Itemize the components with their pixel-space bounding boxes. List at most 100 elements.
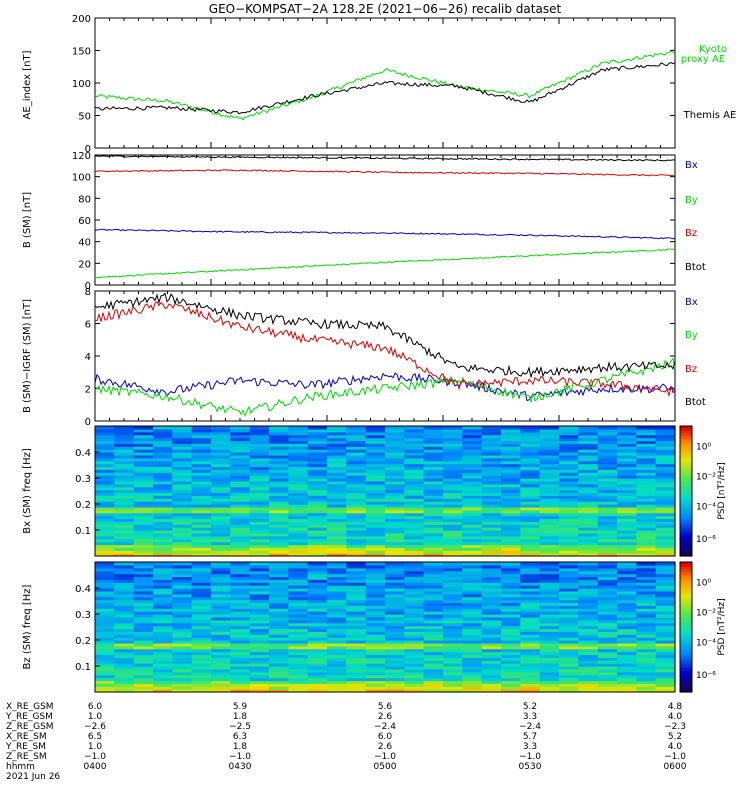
colorbar-cell [680,640,692,643]
spectrogram-cell [346,625,367,630]
spectrogram-cell [288,509,309,514]
spectrogram-cell [269,683,289,687]
ephemeris-value: 0600 [664,762,687,772]
spectrogram-cell [520,506,541,511]
spectrogram-cell [365,614,386,618]
spectrogram-cell [636,475,657,479]
spectrogram-cell [307,573,328,578]
spectrogram-cell [385,466,405,470]
spectrogram-cell [172,576,193,580]
spectrogram-cell [172,582,193,586]
spectrogram-cell [288,593,309,598]
spectrogram-cell [520,440,541,444]
spectrogram-cell [269,642,289,647]
spectrogram-cell [501,498,521,502]
spectrogram-cell [114,619,135,624]
spectrogram-cell [172,452,193,456]
spectrogram-cell [230,660,251,664]
spectrogram-cell [211,668,231,673]
spectrogram-cell [327,645,347,650]
spectrogram-cell [230,480,251,485]
spectrogram-cell [636,680,657,684]
spectrogram-cell [636,454,657,459]
spectrogram-cell [559,689,579,693]
spectrogram-cell [443,642,463,647]
spectrogram-cell [520,449,541,453]
spectrogram-cell [481,454,502,459]
spectrogram-cell [481,631,502,635]
spectrogram-cell [288,588,309,592]
spectrogram-cell [230,616,251,621]
spectrogram-cell [655,454,676,459]
spectrogram-cell [443,489,463,494]
spectrogram-cell [191,689,212,693]
spectrogram-cell [172,663,193,667]
spectrogram-cell [153,504,173,508]
spectrogram-cell [95,469,115,473]
spectrogram-cell [597,576,618,580]
spectrogram-cell [481,475,502,479]
spectrogram-cell [211,506,231,511]
spectrogram-cell [520,602,541,606]
spectrogram-cell [191,509,212,514]
spectrogram-cell [443,475,463,479]
spectrogram-cell [462,501,483,505]
spectrogram-cell [307,605,328,609]
spectrogram-cell [578,457,599,462]
spectrogram-cell [559,443,579,447]
spectrogram-cell [153,686,173,690]
spectrogram-cell [172,550,193,554]
spectrogram-cell [443,616,463,621]
spectrogram-cell [617,674,637,679]
spectrogram-cell [211,486,231,491]
spectrogram-cell [501,651,521,656]
spectrogram-cell [597,628,618,632]
spectrogram-cell [327,582,347,586]
spectrogram-cell [462,492,483,496]
spectrogram-cell [617,585,637,589]
spectrogram-cell [520,677,541,682]
spectrogram-cell [191,579,212,583]
spectrogram-cell [307,426,328,430]
spectrogram-cell [191,637,212,641]
spectrogram-cell [95,631,115,635]
spectrogram-cell [153,478,173,482]
spectrogram-cell [95,466,115,470]
spectrogram-cell [443,544,463,548]
spectrogram-cell [559,654,579,658]
spectrogram-cell [172,657,193,661]
spectrogram-cell [153,428,173,433]
spectrogram-cell [172,625,193,630]
y-tick-label: 0.4 [75,448,91,459]
spectrogram-cell [95,535,115,540]
spectrogram-cell [133,640,154,644]
spectrogram-cell [307,619,328,624]
spectrogram-cell [230,671,251,676]
spectrogram-cell [230,518,251,522]
spectrogram-cell [501,677,521,682]
spectrogram-cell [655,585,676,589]
spectrogram-cell [327,596,347,601]
spectrogram-cell [443,449,463,453]
spectrogram-cell [211,460,231,465]
colorbar-cell [680,449,692,453]
spectrogram-cell [95,426,115,430]
spectrogram-cell [655,573,676,578]
spectrogram-cell [249,428,270,433]
spectrogram-cell [346,466,367,470]
spectrogram-cell [385,637,405,641]
spectrogram-cell [191,596,212,601]
spectrogram-cell [423,590,444,595]
spectrogram-cell [230,590,251,595]
spectrogram-cell [385,631,405,635]
spectrogram-cell [133,553,154,557]
spectrogram-cell [249,677,270,682]
spectrogram-cell [327,443,347,447]
spectrogram-cell [617,596,637,601]
spectrogram-cell [365,463,386,468]
spectrogram-cell [559,642,579,647]
spectrogram-cell [597,426,618,430]
spectrogram-cell [269,553,289,557]
spectrogram-cell [559,524,579,528]
spectrogram-cell [365,562,386,566]
